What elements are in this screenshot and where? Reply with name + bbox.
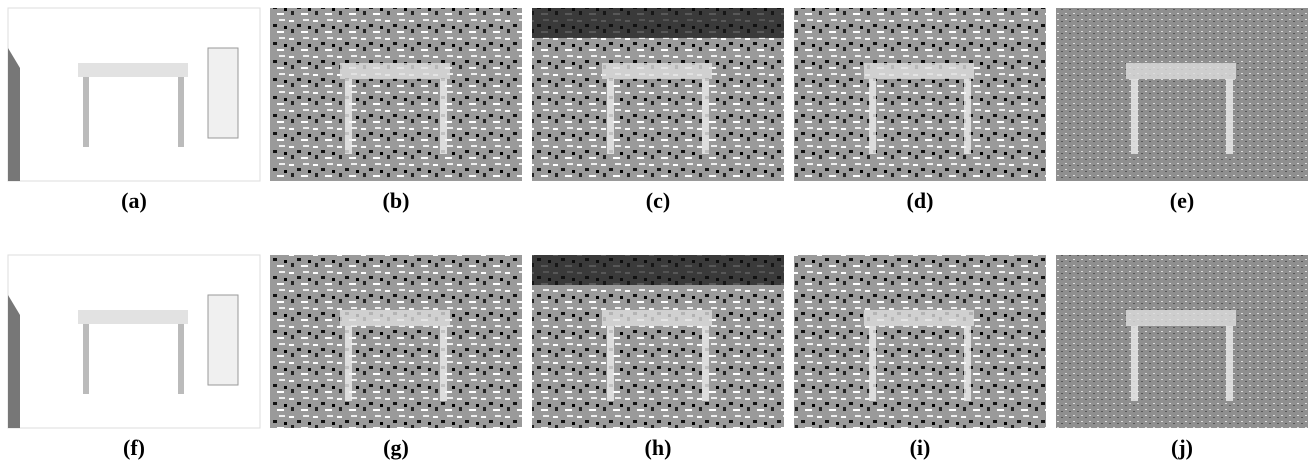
panel: (g) — [270, 255, 522, 460]
panel: (d) — [794, 8, 1046, 213]
panel-caption: (e) — [1170, 188, 1194, 213]
image-shape — [602, 310, 712, 326]
image-shape — [602, 63, 712, 79]
image-shadow — [8, 295, 20, 428]
image-shape — [1226, 79, 1233, 154]
figure: (a) (b) (c) (d) (e) (f) (g) (h) (i) (j) — [0, 0, 1309, 467]
image-shape — [178, 324, 184, 394]
image-shape — [1126, 63, 1236, 79]
image-shape — [869, 326, 876, 401]
image-shape — [964, 79, 971, 154]
panel-caption: (j) — [1171, 435, 1193, 460]
image-shape — [864, 310, 974, 326]
image-shape — [1126, 310, 1236, 326]
panel-image — [1056, 8, 1308, 181]
image-shape — [702, 79, 709, 154]
panel-image — [1056, 255, 1308, 428]
panel-caption: (b) — [383, 188, 410, 213]
panel: (f) — [8, 255, 260, 460]
panel: (e) — [1056, 8, 1308, 213]
image-shape — [869, 79, 876, 154]
panel-caption: (c) — [646, 188, 670, 213]
image-shape — [208, 295, 238, 385]
image-shape — [345, 79, 352, 154]
panel-caption: (i) — [910, 435, 931, 460]
panel-caption: (g) — [383, 435, 409, 460]
image-shape — [340, 310, 450, 326]
panel-image — [794, 8, 1046, 181]
image-shape — [607, 326, 614, 401]
image-shape — [964, 326, 971, 401]
panels: (a) (b) (c) (d) (e) (f) (g) (h) (i) (j) — [8, 8, 1308, 460]
panel-caption: (a) — [121, 188, 147, 213]
image-shape — [83, 77, 89, 147]
image-shape — [1131, 326, 1138, 401]
image-shape — [607, 79, 614, 154]
panel-image — [794, 255, 1046, 428]
panel-caption: (f) — [123, 435, 145, 460]
image-shape — [78, 310, 188, 324]
panel-caption: (d) — [907, 188, 934, 213]
panel-image — [270, 255, 522, 428]
panel: (a) — [8, 8, 260, 213]
image-shadow — [8, 48, 20, 181]
image-shape — [440, 79, 447, 154]
panel-caption: (h) — [645, 435, 672, 460]
image-shape — [340, 63, 450, 79]
panel-image — [270, 8, 522, 181]
panel: (c) — [532, 8, 784, 213]
image-shape — [702, 326, 709, 401]
image-shape — [78, 63, 188, 77]
image-shape — [1131, 79, 1138, 154]
image-shape — [208, 48, 238, 138]
panel: (j) — [1056, 255, 1308, 460]
image-shape — [532, 8, 784, 38]
image-shape — [864, 63, 974, 79]
image-shape — [532, 255, 784, 285]
image-shape — [1226, 326, 1233, 401]
image-shape — [345, 326, 352, 401]
panel: (b) — [270, 8, 522, 213]
panel: (i) — [794, 255, 1046, 460]
panel: (h) — [532, 255, 784, 460]
image-shape — [440, 326, 447, 401]
image-shape — [178, 77, 184, 147]
image-shape — [83, 324, 89, 394]
